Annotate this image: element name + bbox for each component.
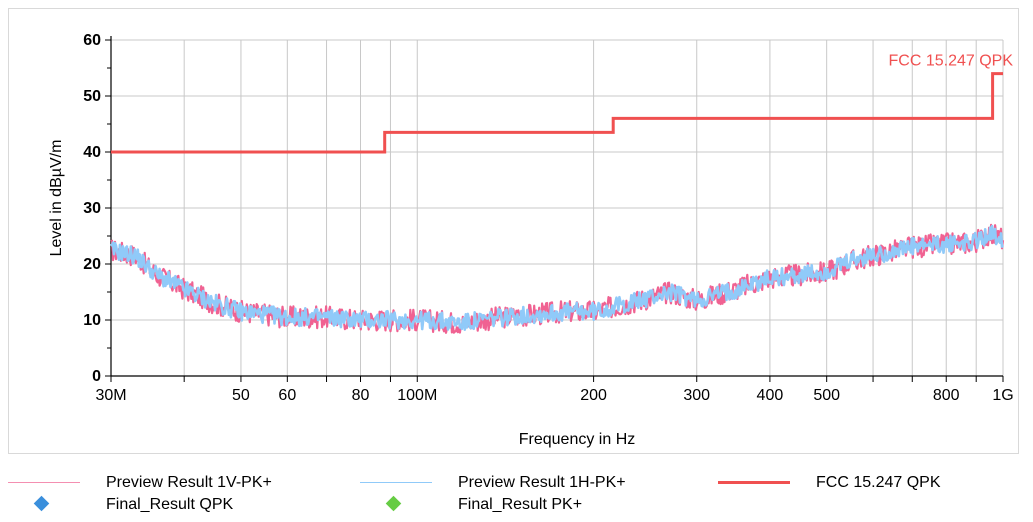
diamond-icon — [385, 495, 402, 512]
legend-item-1v-pk: Preview Result 1V-PK+ — [8, 472, 272, 494]
y-tick-label: 0 — [92, 368, 101, 385]
legend-label: FCC 15.247 QPK — [816, 474, 941, 491]
limit-annotation: FCC 15.247 QPK — [889, 53, 1014, 70]
x-tick-label: 400 — [757, 387, 784, 404]
legend-label: Preview Result 1V-PK+ — [106, 474, 272, 491]
x-tick-label: 50 — [232, 387, 250, 404]
x-tick-label: 1G — [992, 387, 1013, 404]
x-tick-label: 100M — [397, 387, 437, 404]
legend-swatch — [360, 482, 432, 483]
x-tick-label: 80 — [352, 387, 370, 404]
x-tick-label: 60 — [278, 387, 296, 404]
y-tick-label: 10 — [83, 312, 101, 329]
legend-label: Final_Result PK+ — [458, 496, 583, 513]
emission-chart: 0 10 20 30 40 50 60 30M 50 60 80 100M 200 300 400 500 80… — [48, 32, 1014, 448]
legend-item-1h-pk: Preview Result 1H-PK+ — [360, 472, 626, 494]
legend-label: Final_Result QPK — [106, 496, 234, 513]
diamond-icon — [33, 495, 50, 512]
x-axis-title: Frequency in Hz — [519, 431, 636, 448]
y-tick-label: 40 — [83, 144, 101, 161]
y-tick-label: 50 — [83, 88, 101, 105]
legend-swatch — [8, 482, 80, 483]
legend-item-final-qpk: Final_Result QPK — [33, 494, 234, 516]
preview-1h-trace — [109, 224, 1005, 332]
x-tick-label: 500 — [813, 387, 840, 404]
y-axis-title: Level in dBµV/m — [48, 140, 65, 257]
y-tick-label: 20 — [83, 256, 101, 273]
legend-item-fcc-limit: FCC 15.247 QPK — [718, 472, 941, 494]
x-tick-label: 300 — [683, 387, 710, 404]
x-tick-label: 200 — [580, 387, 607, 404]
legend-swatch — [718, 481, 790, 484]
fcc-limit-line — [111, 72, 1003, 154]
y-tick-label: 30 — [83, 200, 101, 217]
x-tick-label: 800 — [933, 387, 960, 404]
legend: Preview Result 1V-PK+ Preview Result 1H-… — [0, 470, 1033, 522]
legend-item-final-pk: Final_Result PK+ — [385, 494, 583, 516]
y-tick-label: 60 — [83, 32, 101, 49]
x-tick-label: 30M — [95, 387, 126, 404]
legend-label: Preview Result 1H-PK+ — [458, 474, 626, 491]
chart-frame: 0 10 20 30 40 50 60 30M 50 60 80 100M 200 300 400 500 80… — [8, 8, 1019, 454]
